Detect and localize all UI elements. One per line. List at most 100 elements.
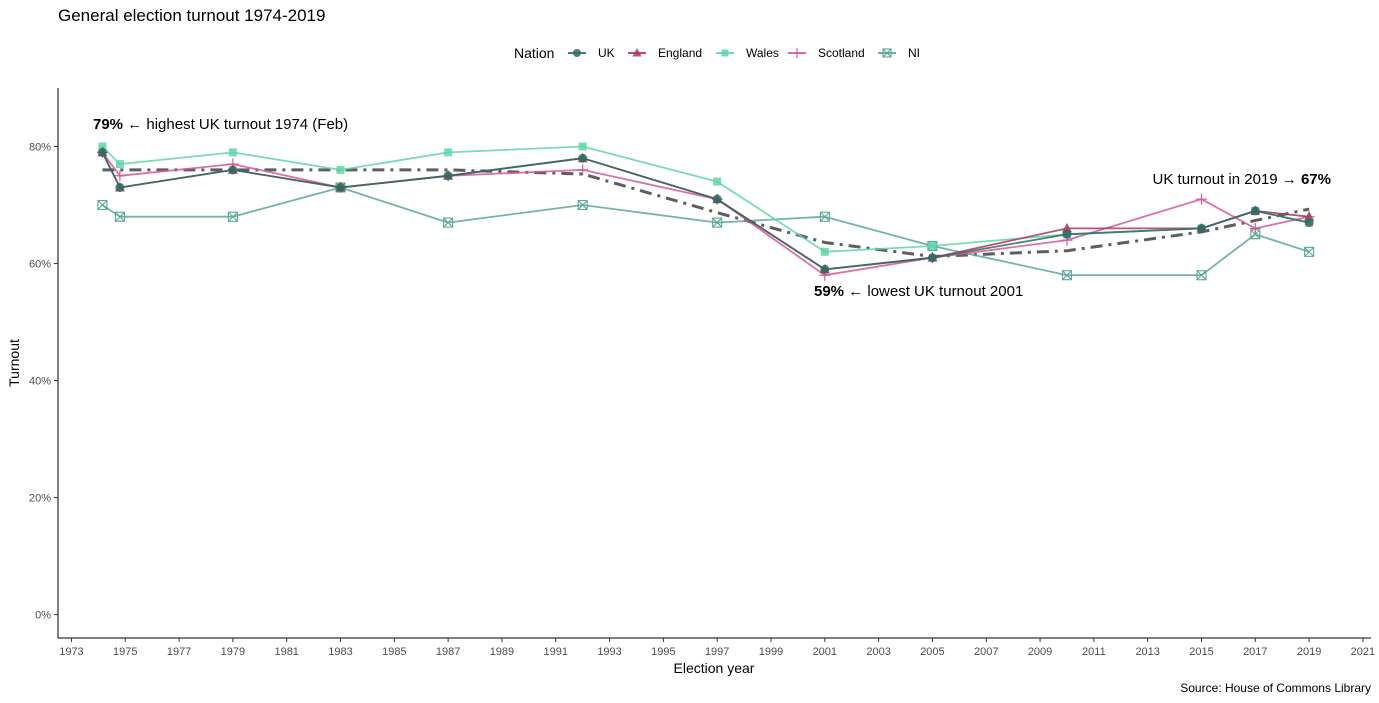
point-ni-d2	[1250, 229, 1261, 240]
point-wales-shape	[228, 148, 237, 157]
point-ni	[443, 217, 454, 228]
x-tick-label: 2007	[974, 646, 998, 658]
point-uk	[1196, 223, 1206, 233]
point-ni-d2	[819, 211, 830, 222]
point-wales-shape	[444, 148, 453, 157]
point-uk	[1304, 218, 1314, 228]
point-wales-shape	[928, 241, 937, 250]
series-wales	[98, 142, 1314, 256]
point-uk-shape	[228, 165, 238, 175]
point-wales-shape	[98, 142, 107, 151]
series-uk	[97, 147, 1314, 274]
x-tick-label: 2009	[1028, 646, 1052, 658]
x-tick-label: 1991	[544, 646, 568, 658]
point-ni-d2	[227, 211, 238, 222]
point-ni-d2	[712, 217, 723, 228]
point-uk-shape	[1304, 218, 1314, 228]
point-wales	[98, 142, 107, 151]
point-uk	[336, 182, 346, 192]
y-tick-label: 20%	[29, 493, 51, 505]
x-tick-label: 2001	[813, 646, 837, 658]
legend-swatch-marker-ni-d2	[882, 48, 892, 58]
y-ticks: 0% 20% 40% 60% 80%	[29, 142, 58, 622]
point-wales	[820, 247, 829, 256]
point-uk-shape	[712, 194, 722, 204]
point-england-shape	[1061, 222, 1072, 233]
legend-label-ni: NI	[908, 46, 920, 60]
point-ni-box	[577, 199, 588, 211]
point-ni-box	[97, 199, 108, 211]
point-ni-box	[227, 211, 238, 222]
point-uk-shape	[443, 171, 453, 181]
point-uk	[228, 165, 238, 175]
x-tick-label: 1977	[167, 646, 191, 658]
point-scotland	[577, 164, 589, 176]
x-tick-label: 1995	[651, 646, 675, 658]
point-ni	[712, 217, 723, 228]
annotation-2: 59% ← lowest UK turnout 2001	[814, 283, 1023, 300]
legend: Nation UK England Wales Scotland NI	[514, 45, 920, 61]
point-uk-shape	[1250, 206, 1260, 216]
x-tick-label: 2005	[920, 646, 944, 658]
point-scotland	[1249, 222, 1261, 234]
point-england	[1061, 222, 1072, 233]
legend-label-scotland: Scotland	[818, 46, 865, 60]
x-tick-label: 1993	[597, 646, 621, 658]
x-tick-label: 1985	[382, 646, 406, 658]
legend-swatch-marker-ni	[882, 48, 892, 58]
point-uk	[97, 147, 107, 157]
legend-label-wales: Wales	[746, 46, 779, 60]
legend-swatch-marker-wales	[721, 49, 729, 57]
point-ni-box	[1061, 270, 1073, 281]
annotation-text: ← highest UK turnout 1974 (Feb)	[123, 116, 348, 133]
point-ni-d2	[1304, 246, 1315, 257]
point-ni-box	[1196, 270, 1207, 281]
x-axis-title: Election year	[674, 660, 755, 676]
series-scotland	[96, 146, 1315, 281]
x-tick-label: 1987	[436, 646, 460, 658]
point-uk-shape	[927, 253, 937, 263]
trend-layer	[102, 168, 1310, 259]
point-uk	[820, 264, 830, 274]
point-uk-shape	[97, 147, 107, 157]
point-wales	[928, 241, 937, 250]
point-uk	[443, 171, 453, 181]
legend-item-uk: UK	[568, 46, 615, 60]
point-wales-shape	[820, 247, 829, 256]
y-tick-label: 80%	[29, 142, 51, 154]
point-ni	[227, 211, 238, 222]
point-uk	[712, 194, 722, 204]
point-wales	[578, 142, 587, 151]
point-ni-d2	[114, 211, 125, 222]
annotation-text: UK turnout in 2019 →	[1153, 171, 1301, 188]
point-uk-shape	[578, 153, 588, 163]
point-wales	[228, 148, 237, 157]
point-ni-d2	[97, 200, 108, 210]
annotations: 79% ← highest UK turnout 1974 (Feb) 59% ←…	[93, 116, 1331, 300]
legend-swatch-marker-uk-shape	[573, 49, 581, 57]
legend-label-uk: UK	[598, 46, 615, 60]
legend-swatch-marker-uk	[573, 49, 581, 57]
series-line-wales	[101, 145, 1310, 253]
point-wales-shape	[578, 142, 587, 151]
legend-item-ni: NI	[878, 46, 920, 60]
point-uk	[1250, 206, 1260, 216]
point-wales	[713, 177, 722, 186]
point-wales	[444, 148, 453, 157]
x-tick-label: 2011	[1082, 646, 1106, 658]
x-tick-label: 1983	[328, 646, 352, 658]
x-tick-label: 2021	[1351, 646, 1375, 658]
x-tick-label: 1973	[59, 646, 83, 658]
point-uk	[578, 153, 588, 163]
point-ni-box	[819, 211, 830, 222]
point-ni	[577, 199, 588, 211]
y-tick-label: 0%	[35, 610, 51, 622]
point-uk	[1062, 229, 1072, 239]
x-tick-label: 2017	[1243, 646, 1267, 658]
legend-swatch-marker-ni-box	[882, 48, 892, 58]
point-england	[1304, 211, 1315, 221]
point-ni-d2	[1196, 270, 1207, 281]
point-scotland	[114, 170, 126, 182]
annotation-value: 67%	[1301, 171, 1331, 188]
series-layer	[96, 142, 1315, 281]
